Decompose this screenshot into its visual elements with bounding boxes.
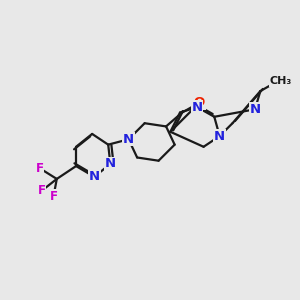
Text: F: F (36, 162, 43, 175)
Text: O: O (194, 96, 205, 110)
Text: N: N (123, 133, 134, 146)
Text: CH₃: CH₃ (270, 76, 292, 86)
Text: N: N (214, 130, 225, 142)
Text: N: N (192, 100, 203, 114)
Text: N: N (89, 170, 100, 183)
Text: F: F (50, 190, 58, 202)
Text: F: F (38, 184, 46, 197)
Text: N: N (249, 103, 261, 116)
Text: N: N (105, 158, 116, 170)
